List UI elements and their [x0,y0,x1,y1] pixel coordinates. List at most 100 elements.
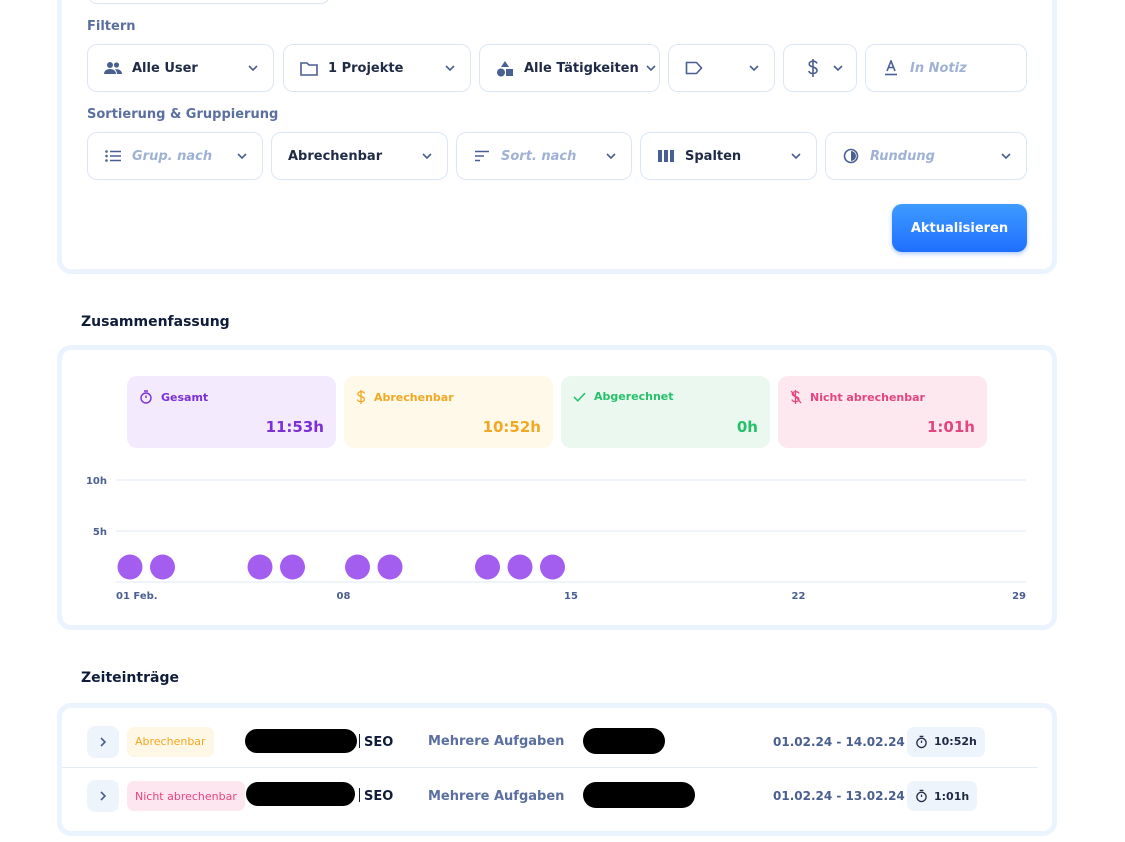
stopwatch-icon [916,735,927,748]
x-tick-label: 08 [337,591,351,602]
stat-billable-value: 10:52h [482,418,541,436]
user-filter-select[interactable]: Alle User [87,44,274,92]
y-tick-label: 10h [86,476,107,487]
project-name-text: SEO [364,734,394,750]
redacted-avatars [583,782,695,808]
data-point [345,554,370,580]
user-filter-label: Alle User [132,60,198,76]
redacted-client [245,729,357,753]
project-name: SEO [359,733,394,750]
chevron-down-icon [833,65,843,72]
sort-by-placeholder: Sort. nach [501,148,577,164]
project-filter-select[interactable]: 1 Projekte [283,44,471,92]
chevron-down-icon [248,65,258,72]
stat-billed-label: Abgerechnet [594,390,674,403]
group-value-label: Abrechenbar [288,148,383,164]
expand-row-button[interactable] [87,725,119,758]
group-value-select[interactable]: Abrechenbar [271,132,448,180]
stat-nonbillable-label: Nicht abrechenbar [810,390,925,404]
columns-label: Spalten [685,148,742,164]
y-tick-label: 5h [93,527,107,538]
hours-chart: 5h 10h 01 Feb. 08 15 22 29 [80,465,1040,615]
chevron-down-icon [445,65,455,72]
filter-section-label: Filtern [87,19,136,34]
task-summary: Mehrere Aufgaben [428,788,565,804]
x-tick-label: 15 [564,591,578,602]
check-icon [573,392,586,402]
tag-icon [685,59,703,77]
x-tick-label: 29 [1012,591,1026,602]
note-filter-placeholder: In Notiz [910,60,967,76]
expand-row-button[interactable] [87,780,119,812]
group-by-select[interactable]: Grup. nach [87,132,263,180]
stat-billed: Abgerechnet 0h [561,376,770,448]
redacted-avatars [583,728,665,754]
data-point [540,554,565,580]
summary-title: Zusammenfassung [81,314,230,330]
task-summary: Mehrere Aufgaben [428,734,565,749]
data-point [280,554,305,580]
group-by-placeholder: Grup. nach [132,148,213,164]
duration-badge: 10:52h [907,726,985,757]
note-filter-input[interactable]: In Notiz [865,44,1027,92]
entries-card [57,703,1057,836]
duration-value: 10:52h [934,735,977,748]
stat-total-label: Gesamt [161,390,209,404]
stopwatch-icon [140,390,152,404]
text-format-icon [882,59,900,77]
rounding-select[interactable]: Rundung [825,132,1027,180]
chevron-down-icon [422,153,432,160]
stat-total: Gesamt 11:53h [127,376,336,448]
sort-by-select[interactable]: Sort. nach [456,132,632,180]
chevron-right-icon [100,791,107,801]
table-row[interactable]: Nicht abrechenbar SEO Mehrere Aufgaben 0… [62,770,1038,822]
top-input-partial[interactable] [88,0,330,4]
x-tick-label: 01 Feb. [116,591,158,602]
rounding-icon [842,147,860,165]
chevron-down-icon [646,65,656,72]
chevron-down-icon [606,153,616,160]
stat-nonbillable: Nicht abrechenbar 1:01h [778,376,987,448]
update-button[interactable]: Aktualisieren [892,204,1027,252]
stopwatch-icon [916,789,927,803]
activity-filter-select[interactable]: Alle Tätigkeiten [479,44,660,92]
table-row[interactable]: Abrechenbar SEO Mehrere Aufgaben 01.02.2… [62,716,1038,768]
dollar-off-icon [790,390,802,404]
data-point [117,554,143,580]
duration-value: 1:01h [934,789,970,803]
date-range: 01.02.24 - 13.02.24 [773,789,905,803]
sort-icon [473,147,491,165]
chevron-down-icon [237,153,247,160]
data-point [507,554,533,580]
project-filter-label: 1 Projekte [328,60,404,76]
nonbillable-tag: Nicht abrechenbar [127,781,245,811]
redacted-client [246,782,355,806]
chevron-right-icon [100,736,107,747]
tag-filter-select[interactable] [668,44,775,92]
shapes-icon [496,59,514,77]
activity-filter-label: Alle Tätigkeiten [524,60,639,76]
chevron-down-icon [791,153,801,160]
stat-billed-value: 0h [736,418,758,436]
columns-icon [657,147,675,165]
rounding-placeholder: Rundung [870,148,935,164]
chevron-down-icon [1001,153,1011,160]
columns-select[interactable]: Spalten [640,132,817,180]
data-point [150,554,175,580]
users-icon [104,59,122,77]
stat-total-value: 11:53h [265,418,324,436]
data-point [377,554,403,580]
x-tick-label: 22 [792,591,806,602]
project-name-text: SEO [364,789,394,804]
billing-filter-select[interactable] [783,44,857,92]
dollar-icon [356,390,366,404]
list-icon [104,147,122,165]
folder-icon [300,59,318,77]
data-point [475,554,500,580]
duration-badge: 1:01h [907,781,978,811]
data-point [247,554,273,580]
chevron-down-icon [749,65,759,72]
project-name: SEO [359,788,393,804]
dollar-icon [804,59,822,77]
billable-tag: Abrechenbar [127,726,214,757]
